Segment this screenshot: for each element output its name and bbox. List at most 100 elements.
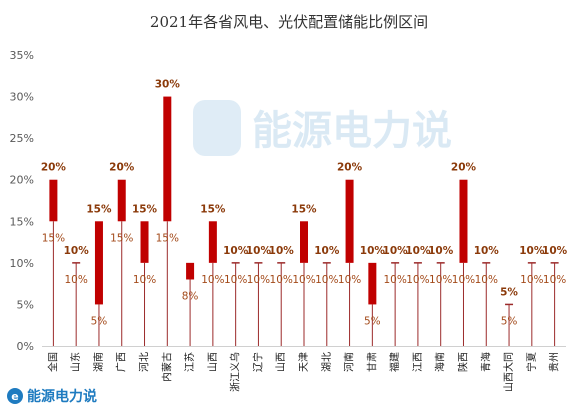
- x-tick-label: 湖南: [92, 352, 105, 372]
- y-tick-label: 20%: [10, 174, 34, 187]
- low-value-label: 5%: [91, 315, 108, 327]
- low-value-label: 15%: [156, 232, 179, 244]
- x-tick-label: 内蒙古: [160, 352, 173, 382]
- high-value-label: 20%: [337, 162, 363, 174]
- high-value-label: 10%: [360, 245, 386, 257]
- range-bar: [368, 262, 377, 305]
- range-bar: [49, 179, 58, 222]
- x-tick-label: 河南: [343, 352, 356, 372]
- high-value-label: 10%: [405, 245, 431, 257]
- high-value-label: 10%: [64, 245, 90, 257]
- brand-name: 能源电力说: [27, 388, 97, 405]
- y-tick-label: 5%: [17, 298, 34, 311]
- y-tick-label: 25%: [10, 132, 34, 145]
- x-tick-label: 辽宁: [251, 352, 264, 372]
- range-bar: [163, 96, 172, 222]
- high-value-label: 10%: [542, 245, 568, 257]
- x-tick-label: 江西: [412, 352, 424, 372]
- low-value-label: 5%: [364, 315, 381, 327]
- watermark: 能源电力说: [193, 100, 452, 156]
- high-value-label: 30%: [155, 79, 181, 91]
- range-bar: [300, 221, 308, 263]
- low-value-label: 10%: [133, 274, 156, 286]
- high-value-label: 15%: [291, 203, 317, 215]
- x-tick-label: 全国: [46, 352, 59, 372]
- high-value-label: 5%: [500, 286, 518, 298]
- x-tick-label: 甘肃: [365, 352, 378, 372]
- low-value-label: 10%: [520, 274, 543, 286]
- high-value-label: 10%: [474, 245, 500, 257]
- range-bar: [459, 179, 468, 263]
- x-tick-label: 湖北: [321, 352, 333, 372]
- x-tick-label: 广西: [116, 352, 128, 372]
- high-value-label: 20%: [41, 162, 67, 174]
- low-value-label: 5%: [501, 315, 518, 327]
- low-value-label: 10%: [247, 274, 270, 286]
- x-tick-label: 河北: [139, 352, 151, 372]
- high-value-label: 20%: [451, 162, 477, 174]
- low-value-label: 15%: [110, 232, 133, 244]
- y-tick-label: 0%: [17, 340, 34, 353]
- high-value-label: 15%: [200, 203, 226, 215]
- chart-marks: [49, 96, 559, 346]
- high-value-label: 10%: [223, 245, 249, 257]
- x-tick-label: 山东: [69, 352, 82, 372]
- high-value-label: 10%: [314, 245, 340, 257]
- watermark-logo-icon: [193, 100, 241, 156]
- brand-logo-letter-icon: e: [11, 390, 18, 403]
- x-tick-label: 海南: [434, 352, 447, 372]
- x-tick-label: 浙江义乌: [229, 352, 242, 392]
- range-bar: [94, 221, 103, 305]
- x-tick-label: 陕西: [456, 352, 469, 372]
- brand-logo: e 能源电力说: [7, 388, 97, 405]
- y-tick-label: 30%: [10, 91, 34, 104]
- low-value-label: 10%: [383, 274, 406, 286]
- low-value-label: 10%: [338, 274, 361, 286]
- x-tick-label: 山西: [275, 352, 287, 372]
- high-value-label: 15%: [132, 203, 158, 215]
- high-value-label: 10%: [383, 245, 409, 257]
- x-tick-label: 天津: [298, 352, 310, 372]
- watermark-text: 能源电力说: [252, 108, 452, 154]
- range-bar: [208, 221, 217, 263]
- data-labels: 20%15%10%10%15%5%20%15%15%10%30%15%8%15%…: [41, 79, 568, 328]
- low-value-label: 10%: [429, 274, 452, 286]
- brand-logo-icon: [7, 388, 23, 404]
- y-axis: 0% 5% 10% 15% 20% 25% 30% 35%: [10, 49, 34, 353]
- low-value-label: 10%: [543, 274, 566, 286]
- x-tick-label: 宁夏: [525, 352, 538, 372]
- low-value-label: 10%: [65, 274, 88, 286]
- x-tick-label: 福建: [388, 352, 401, 372]
- high-value-label: 10%: [428, 245, 454, 257]
- high-value-label: 10%: [246, 245, 272, 257]
- low-value-label: 10%: [452, 274, 475, 286]
- low-value-label: 10%: [270, 274, 293, 286]
- low-value-label: 8%: [182, 290, 199, 302]
- low-value-label: 10%: [475, 274, 498, 286]
- y-tick-label: 15%: [10, 215, 34, 228]
- low-value-label: 15%: [42, 232, 65, 244]
- x-tick-label: 江苏: [183, 352, 196, 372]
- low-value-label: 10%: [201, 274, 224, 286]
- x-tick-label: 山西大同: [502, 352, 515, 392]
- high-value-label: 20%: [109, 162, 135, 174]
- range-bar: [117, 179, 126, 222]
- y-tick-label: 35%: [10, 49, 34, 62]
- low-value-label: 10%: [292, 274, 315, 286]
- y-tick-label: 10%: [10, 257, 34, 270]
- high-value-label: 10%: [269, 245, 295, 257]
- x-tick-label: 贵州: [548, 352, 561, 372]
- range-bar: [140, 221, 149, 263]
- high-value-label: 15%: [86, 203, 112, 215]
- chart-title: 2021年各省风电、光伏配置储能比例区间: [150, 13, 428, 31]
- low-value-label: 10%: [406, 274, 429, 286]
- x-tick-label: 青海: [479, 352, 492, 372]
- low-value-label: 10%: [224, 274, 247, 286]
- low-value-label: 10%: [315, 274, 338, 286]
- x-tick-label: 山西: [207, 352, 219, 372]
- range-bar: [186, 262, 195, 280]
- high-value-label: 10%: [519, 245, 545, 257]
- x-axis: 全国 山东 湖南 广西 河北 内蒙古 江苏 山西 浙江义乌 辽宁 山西 天津 湖北 河南 甘肃 福建 江西 海南陕…: [42, 346, 566, 392]
- range-bar: [345, 179, 354, 263]
